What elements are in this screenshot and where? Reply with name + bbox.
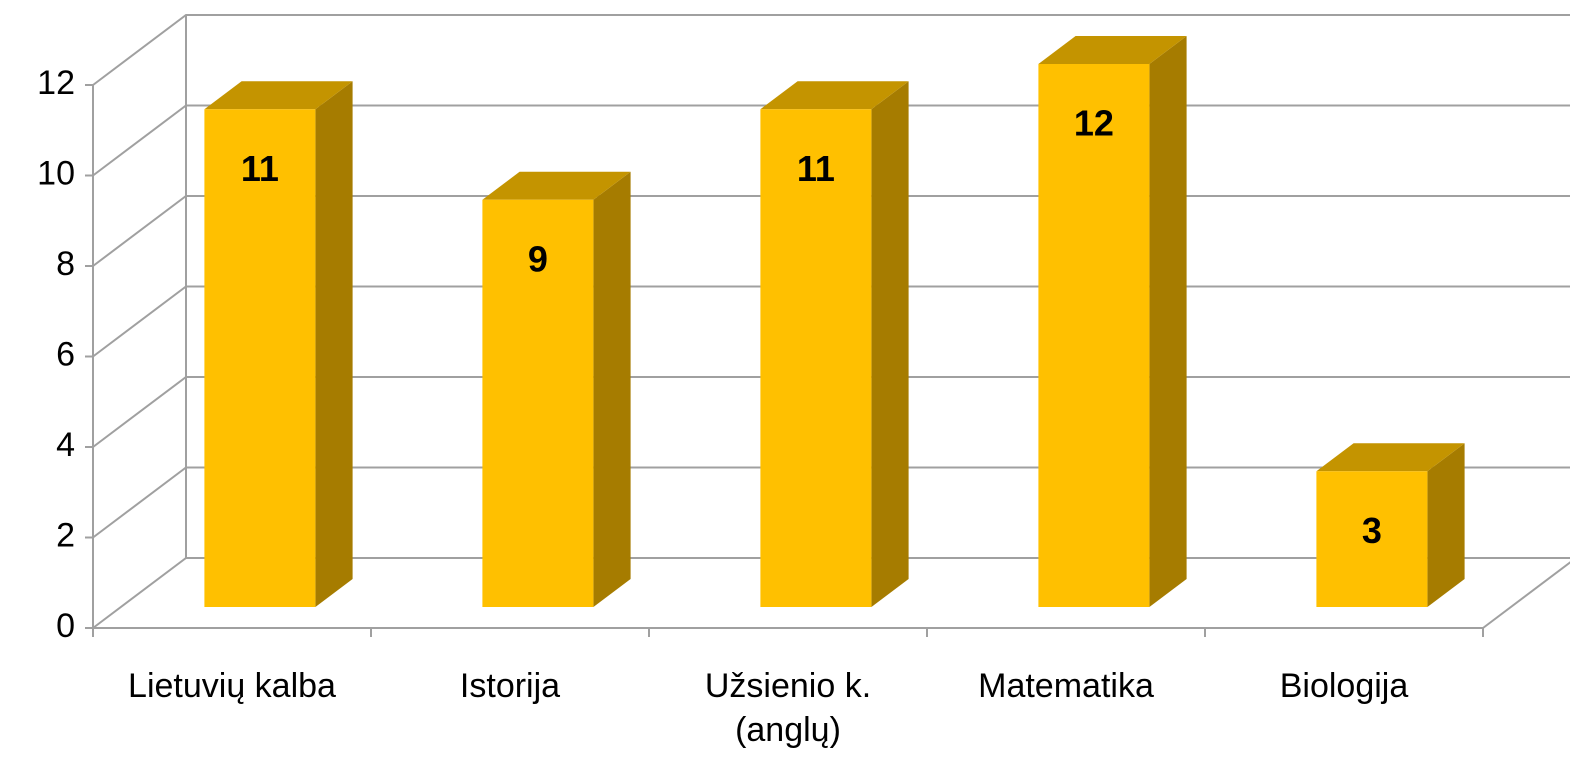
- x-tick-label: Lietuvių kalba: [128, 667, 336, 705]
- bar: [1038, 64, 1150, 607]
- y-tick-label: 4: [56, 426, 75, 464]
- x-tick-label: Istorija: [459, 667, 561, 705]
- data-label: 11: [797, 148, 835, 189]
- y-tick-label: 8: [56, 245, 75, 283]
- data-label: 3: [1362, 510, 1382, 551]
- data-label: 12: [1074, 103, 1114, 144]
- bar-side: [1427, 443, 1465, 607]
- grid-line: [92, 14, 1570, 86]
- x-tick-label: Biologija: [1279, 667, 1409, 705]
- bar: [204, 109, 316, 607]
- bar-side: [871, 81, 909, 607]
- bar-side: [593, 171, 631, 607]
- y-tick-label: 2: [56, 516, 75, 554]
- bar-top: [1316, 443, 1465, 472]
- y-tick-label: 0: [56, 607, 75, 645]
- floor-edge: [1482, 561, 1570, 629]
- bar-side: [1149, 36, 1187, 607]
- bar-top: [482, 171, 631, 200]
- bar-top: [204, 81, 353, 110]
- bar-side: [315, 81, 353, 607]
- bar-top: [760, 81, 909, 110]
- y-tick-label: 6: [56, 335, 75, 373]
- bar-top: [1038, 36, 1187, 64]
- x-tick-label: Užsienio k. (anglų): [704, 667, 872, 749]
- y-tick-label: 10: [37, 154, 75, 192]
- bar: [760, 109, 872, 607]
- bar: [482, 199, 594, 607]
- data-label: 9: [528, 238, 548, 279]
- x-tick-label: Matematika: [978, 667, 1154, 705]
- bar: [1316, 471, 1428, 607]
- y-tick-label: 12: [37, 64, 75, 102]
- data-label: 11: [241, 148, 279, 189]
